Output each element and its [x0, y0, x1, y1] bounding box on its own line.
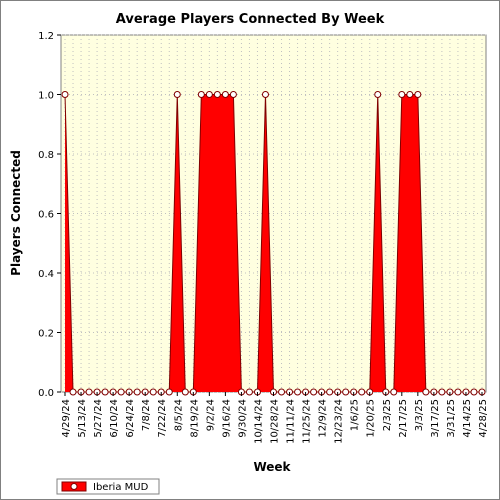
- data-point: [173, 91, 181, 98]
- x-tick-label: 11/25/24: [302, 399, 313, 444]
- y-tick-label: 1.0: [38, 91, 54, 102]
- x-tick-label: 2/3/25: [382, 399, 393, 431]
- x-tick-label: 12/23/24: [334, 399, 345, 444]
- x-tick-label: 3/17/25: [430, 399, 441, 438]
- x-tick-label: 8/19/24: [189, 399, 200, 438]
- data-point: [149, 388, 157, 396]
- x-tick-label: 11/11/24: [286, 399, 297, 444]
- x-tick-label: 4/14/25: [462, 399, 473, 438]
- data-point: [326, 388, 334, 396]
- x-tick-label: 10/14/24: [253, 399, 264, 444]
- data-point: [294, 388, 302, 396]
- x-tick-label: 4/28/25: [478, 399, 489, 438]
- data-point: [342, 388, 350, 396]
- data-point: [438, 388, 446, 396]
- x-tick-label: 6/10/24: [109, 399, 120, 438]
- y-tick-label: 0.2: [38, 329, 54, 340]
- x-tick-label: 5/13/24: [77, 399, 88, 438]
- data-point: [205, 91, 213, 98]
- data-point: [197, 91, 205, 98]
- x-tick-label: 5/27/24: [93, 399, 104, 438]
- x-tick-label: 3/31/25: [446, 399, 457, 438]
- y-tick-label: 0.0: [38, 388, 54, 399]
- data-point: [374, 91, 382, 98]
- data-point: [245, 388, 253, 396]
- x-tick-label: 9/2/24: [205, 399, 216, 431]
- chart-title: Average Players Connected By Week: [116, 12, 385, 27]
- data-point: [181, 388, 189, 396]
- y-axis-label: Players Connected: [9, 150, 23, 276]
- series-area: [65, 94, 482, 392]
- x-tick-label: 1/20/25: [366, 399, 377, 438]
- x-tick-label: 8/5/24: [173, 399, 184, 431]
- x-tick-label: 4/29/24: [61, 399, 72, 438]
- y-tick-label: 0.8: [38, 150, 54, 161]
- data-point: [470, 388, 478, 396]
- data-point: [101, 388, 109, 396]
- x-tick-label: 9/16/24: [221, 399, 232, 438]
- y-tick-label: 1.2: [38, 31, 54, 42]
- data-point: [261, 91, 269, 98]
- legend-label: Iberia MUD: [93, 482, 149, 493]
- legend-marker: [70, 483, 78, 490]
- data-point: [398, 91, 406, 98]
- data-point: [414, 91, 422, 98]
- data-point: [278, 388, 286, 396]
- x-tick-label: 6/24/24: [125, 399, 136, 438]
- data-point: [406, 91, 414, 98]
- data-point: [69, 388, 77, 396]
- data-point: [221, 91, 229, 98]
- x-tick-label: 7/8/24: [141, 399, 152, 431]
- data-point: [454, 388, 462, 396]
- y-axis-ticks: 0.0 0.2 0.4 0.6 0.8 1.0 1.2: [38, 31, 61, 399]
- data-point: [229, 91, 237, 98]
- data-point: [310, 388, 318, 396]
- data-point: [117, 388, 125, 396]
- data-point: [133, 388, 141, 396]
- x-tick-label: 10/28/24: [270, 399, 281, 444]
- x-axis-ticks: 4/29/24 5/13/24 5/27/24 6/10/24 6/24/24 7/8/2…: [61, 392, 489, 444]
- x-tick-label: 2/17/25: [398, 399, 409, 438]
- data-point: [85, 388, 93, 396]
- legend: Iberia MUD: [56, 478, 160, 495]
- y-tick-label: 0.4: [38, 269, 54, 280]
- data-point: [422, 388, 430, 396]
- x-tick-label: 7/22/24: [157, 399, 168, 438]
- data-point: [390, 388, 398, 396]
- x-tick-label: 12/9/24: [318, 399, 329, 438]
- data-point: [213, 91, 221, 98]
- x-tick-label: 1/6/25: [350, 399, 361, 431]
- data-point: [358, 388, 366, 396]
- x-axis-label: Week: [253, 460, 291, 474]
- x-tick-label: 9/30/24: [237, 399, 248, 438]
- x-tick-label: 3/3/25: [414, 399, 425, 431]
- y-tick-label: 0.6: [38, 210, 54, 221]
- data-point: [61, 91, 69, 98]
- data-point: [165, 388, 173, 396]
